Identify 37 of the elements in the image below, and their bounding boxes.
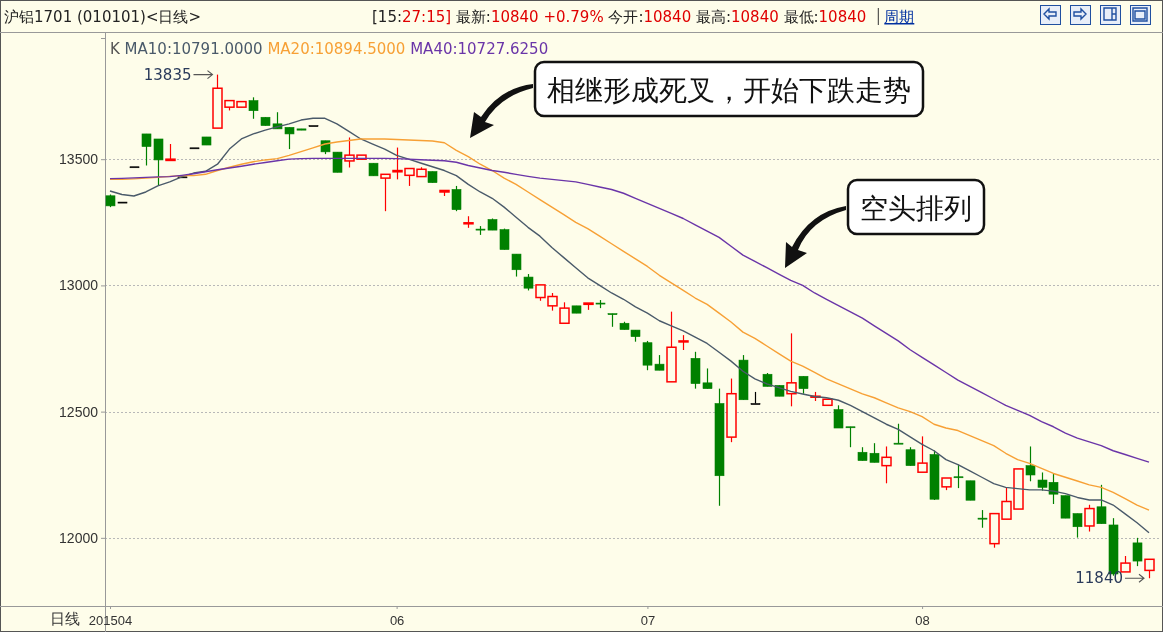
text: MA40:10727.6250 bbox=[405, 40, 549, 58]
text: MA20:10894.5000 bbox=[262, 40, 406, 58]
candlestick bbox=[917, 435, 928, 473]
text: MA10:10791.0000 bbox=[124, 40, 263, 58]
x-axis-title: 日线 bbox=[50, 610, 80, 628]
candlestick bbox=[1132, 537, 1143, 567]
y-tick-label: 12500 bbox=[59, 403, 99, 420]
annotation: 相继形成死叉，开始下跌走势 bbox=[547, 74, 911, 107]
annotation: 空头排列 bbox=[860, 192, 972, 225]
candlestick bbox=[1025, 445, 1036, 482]
candlestick bbox=[1084, 504, 1095, 533]
x-tick-label: 07 bbox=[640, 613, 656, 628]
y-tick-label: 12000 bbox=[59, 529, 99, 546]
x-tick-label: 06 bbox=[389, 613, 405, 628]
text: 周期 bbox=[884, 8, 915, 26]
candlestick bbox=[905, 446, 916, 467]
chart-title: 沪铝1701 (010101)<日线> bbox=[4, 8, 202, 26]
candlestick bbox=[451, 185, 462, 212]
candlestick bbox=[786, 332, 797, 407]
text: [15:27:15] 最新:10840 +0.79% 今开:10840 最高:10840 最低:10840 bbox=[372, 8, 867, 26]
candlestick bbox=[559, 301, 570, 325]
legend-title: K bbox=[110, 40, 125, 58]
annotation: 13835 bbox=[143, 65, 192, 84]
candlestick bbox=[1096, 484, 1107, 525]
candlestick bbox=[380, 173, 391, 212]
candlestick bbox=[965, 480, 976, 501]
candlestick bbox=[511, 253, 522, 278]
y-tick-label: 13500 bbox=[59, 151, 99, 168]
candlestick bbox=[1144, 558, 1155, 579]
annotation: 11840 bbox=[1075, 569, 1123, 588]
x-tick-label: 08 bbox=[915, 613, 930, 628]
candlestick bbox=[881, 445, 892, 484]
x-tick-label: 201504 bbox=[88, 613, 133, 628]
candlestick bbox=[248, 96, 259, 120]
candlestick bbox=[953, 464, 964, 489]
y-tick-label: 13000 bbox=[59, 277, 99, 294]
candlestick bbox=[893, 423, 904, 445]
